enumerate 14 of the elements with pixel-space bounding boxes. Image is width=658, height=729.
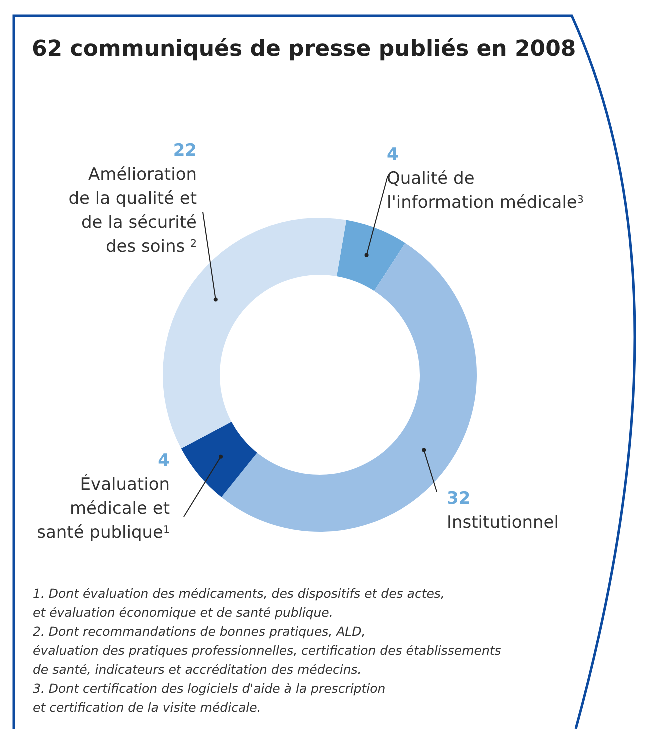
text: 2. Dont recommandations de bonnes pratiques, ALD, évaluation des pratiques professionnelles, certification des établissements de santé, indicateurs et accréditation des médecins. — [33, 624, 502, 677]
donut-slice — [181, 422, 258, 498]
data-label: 22 — [173, 141, 197, 161]
slice-label: Qualité de l'information médicale$^{3}$ — [387, 169, 584, 213]
text: 1. Dont évaluation des médicaments, des dispositifs et des actes, et évaluation économique et de santé publique. — [33, 586, 445, 620]
data-label: 4 — [158, 451, 170, 471]
data-label: 32 — [447, 489, 471, 509]
text: 3. Dont certification des logiciels d'aide à la prescription et certification de la visite médicale. — [33, 681, 386, 715]
slice-label: Évaluation médicale et santé publique$^{1}$ — [37, 474, 170, 543]
slice-label: Amélioration de la qualité et de la sécurité des soins $^{2}$ — [68, 165, 198, 257]
chart-title: 62 communiqués de presse publiés en 2008 — [32, 37, 576, 62]
data-label: 4 — [387, 145, 399, 165]
slice-label: Institutionnel — [447, 513, 559, 533]
donut-slice — [336, 220, 406, 292]
